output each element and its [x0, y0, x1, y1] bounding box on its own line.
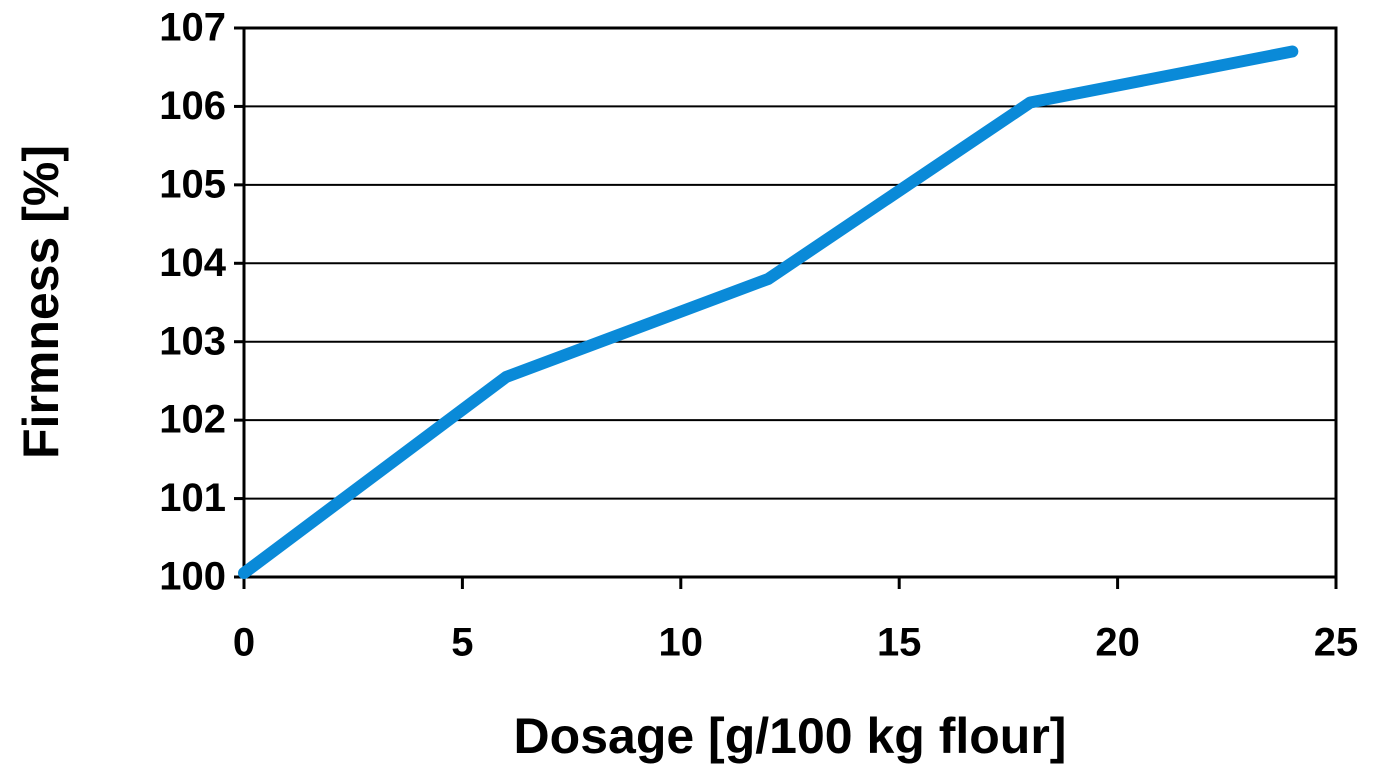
y-tick-label: 104: [159, 241, 226, 285]
y-tick-label: 101: [159, 476, 226, 520]
data-line: [238, 45, 1299, 580]
y-tick-label: 105: [159, 162, 226, 206]
x-tick-label: 5: [451, 621, 473, 665]
y-tick-label: 103: [159, 319, 226, 363]
y-tick-label: 100: [159, 555, 226, 599]
y-axis-label: Firmness [%]: [13, 145, 69, 459]
x-tick-label: 20: [1095, 621, 1140, 665]
x-tick-label: 0: [233, 621, 255, 665]
y-tick-label: 106: [159, 84, 226, 128]
y-tick-label: 102: [159, 398, 226, 442]
plot-frame: [242, 26, 1338, 579]
x-tick-label: 25: [1314, 621, 1359, 665]
y-tick-label: 107: [159, 6, 226, 50]
x-tick-label: 10: [659, 621, 704, 665]
x-axis-label: Dosage [g/100 kg flour]: [514, 708, 1067, 764]
x-tick-label: 15: [877, 621, 922, 665]
